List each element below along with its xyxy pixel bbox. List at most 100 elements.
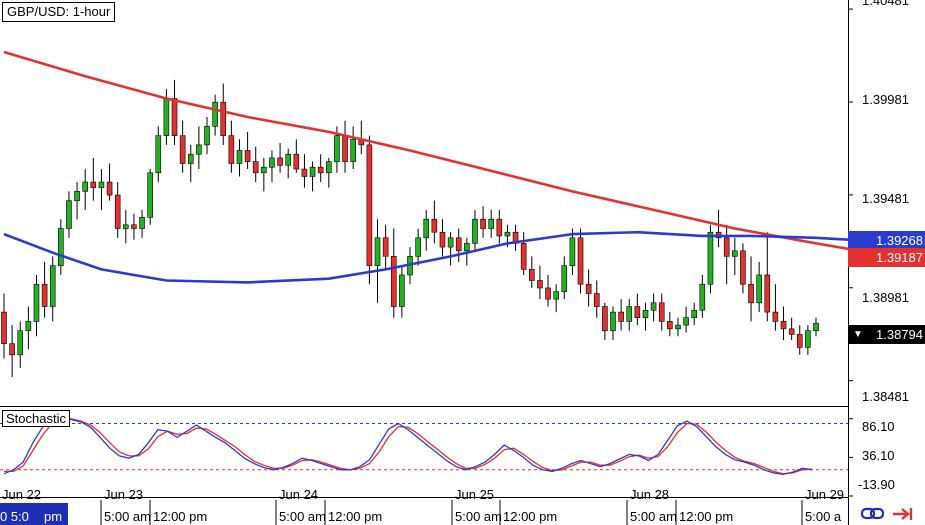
candle-body [626, 306, 633, 322]
candle-body [569, 237, 576, 266]
ema-fast-price-badge: 1.39268 [848, 231, 925, 250]
candle-body [204, 126, 210, 146]
candle-body [447, 237, 454, 248]
candle-body [585, 283, 592, 294]
candle-body [610, 311, 616, 331]
candle-body [17, 330, 24, 356]
time-tick-label: 5:00 am [279, 509, 326, 524]
candle-body [350, 139, 356, 162]
candle-body [220, 101, 227, 136]
price-pane [0, 0, 848, 406]
price-tick-label: 1.38981 [862, 290, 909, 305]
candle-body [683, 317, 689, 326]
stochastic-tick-label: -13.90 [858, 477, 895, 492]
candle-body [293, 153, 300, 170]
candle-body [171, 98, 178, 136]
candle-body [667, 321, 673, 330]
candle-body [309, 166, 316, 177]
candle-body [415, 237, 421, 257]
current-price-badge: ▼ 1.38794 [848, 325, 925, 344]
candle-body [277, 157, 283, 166]
candle-body [496, 218, 503, 237]
candle-body [650, 302, 657, 311]
candle-body [691, 309, 698, 318]
candle-body [464, 243, 470, 252]
date-tick-label: Jun 23 [104, 487, 144, 502]
candle-body [788, 328, 795, 335]
stochastic-tick-label: 86.10 [862, 419, 895, 434]
candle-body [593, 293, 600, 307]
candle-body [504, 231, 511, 237]
candle-body [431, 218, 438, 233]
candle-body [399, 274, 405, 307]
candle-body [723, 237, 730, 257]
date-tick-label: Jun 25 [455, 487, 495, 502]
candle-body [618, 311, 624, 322]
stochastic-oscillator [0, 416, 848, 476]
price-tick-label: 1.38481 [862, 389, 909, 404]
date-tick-label: Jun 22 [2, 487, 42, 502]
candle-body [244, 150, 251, 162]
candle-body [658, 302, 665, 322]
candle-body [301, 168, 308, 177]
candle-body [236, 150, 243, 164]
candle-body [9, 343, 15, 356]
date-tick-label: Jun 24 [279, 487, 319, 502]
candle-body [179, 135, 186, 164]
time-tick-label: 5:00 am [630, 509, 677, 524]
candle-body [699, 283, 706, 311]
candle-body [163, 98, 170, 136]
time-tick-label: 12:00 pm [503, 509, 558, 524]
price-tick-label: 1.40481 [862, 0, 909, 8]
moving-averages [3, 50, 849, 284]
candle-body [147, 172, 153, 218]
candle-body [252, 161, 259, 174]
candle-body [317, 166, 324, 174]
time-tick-label: 5:00 a [805, 509, 842, 524]
candle-body [41, 283, 48, 307]
time-tick-label: 5:00 am [455, 509, 502, 524]
candle-body [675, 324, 681, 330]
candle-body [520, 243, 527, 270]
date-tick-label: Jun 28 [630, 487, 670, 502]
candle-body [805, 330, 811, 348]
candle-body [390, 256, 397, 307]
candle-body [740, 250, 746, 285]
candle-body [772, 311, 779, 322]
candle-body [139, 217, 145, 229]
candle-body [58, 228, 64, 266]
stochastic-label: Stochastic [2, 410, 70, 427]
price-tick-label: 1.39481 [862, 191, 909, 206]
candle-body [796, 334, 803, 348]
time-tick-label: 12:00 pm [679, 509, 734, 524]
autoscroll-arrow-icon[interactable] [890, 505, 916, 523]
candle-body [707, 231, 714, 285]
candle-body [196, 144, 202, 155]
candle-body [285, 153, 292, 166]
candle-body [748, 283, 754, 304]
candle-body [155, 135, 162, 174]
candle-body [480, 218, 486, 229]
stochastic-k-line [3, 416, 813, 476]
candle-body [374, 237, 381, 266]
candle-body [472, 218, 478, 244]
cursor-time-label: pm [44, 509, 63, 524]
candle-body [642, 309, 649, 318]
axis-ticks [848, 8, 853, 497]
candle-body [25, 321, 32, 331]
candle-body [66, 200, 72, 229]
stochastic-tick-label: 36.10 [862, 448, 895, 463]
stochastic-d-line [4, 418, 813, 475]
candle-body [228, 135, 235, 164]
candle-body [577, 237, 584, 285]
candle-body [780, 321, 787, 330]
candle-body [545, 287, 551, 300]
candle-body [553, 291, 559, 300]
link-chain-icon[interactable] [860, 505, 886, 523]
candle-body [114, 194, 121, 229]
chart-title: GBP/USD: 1-hour [2, 2, 116, 22]
candle-body [439, 231, 446, 248]
candle-body [423, 218, 430, 239]
candle-body [1, 311, 7, 344]
